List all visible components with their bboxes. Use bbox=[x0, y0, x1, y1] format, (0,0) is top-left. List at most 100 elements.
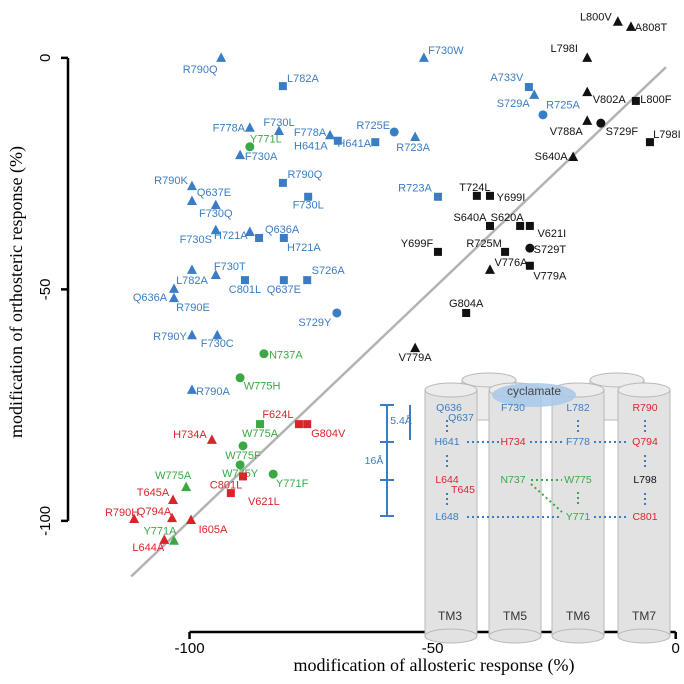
point-label: A808T bbox=[635, 22, 668, 34]
helix-label: TM5 bbox=[503, 609, 527, 623]
data-point bbox=[181, 482, 191, 492]
point-label: V779A bbox=[399, 352, 433, 364]
point-label: H721A bbox=[214, 230, 248, 242]
data-point bbox=[259, 349, 268, 358]
point-label: S729Y bbox=[298, 317, 332, 329]
data-point bbox=[207, 434, 217, 444]
point-label: Q637E bbox=[197, 187, 231, 199]
point-label: H641A bbox=[294, 141, 328, 153]
helix-label: TM3 bbox=[438, 609, 462, 623]
y-tick-label: -50 bbox=[37, 279, 54, 301]
point-label: L798I bbox=[550, 43, 578, 55]
point-label: F730W bbox=[428, 45, 464, 57]
data-point bbox=[434, 248, 442, 256]
data-point bbox=[169, 293, 179, 303]
data-point bbox=[325, 130, 335, 140]
point-label: S729F bbox=[606, 126, 639, 138]
scale-label: 5.4Å bbox=[390, 414, 412, 427]
residue-label: H734 bbox=[500, 436, 525, 448]
point-label: S726A bbox=[312, 265, 346, 277]
point-label: V776A bbox=[494, 257, 528, 269]
residue-label: Q637 bbox=[448, 412, 474, 424]
helix-bottom bbox=[618, 629, 670, 643]
data-point bbox=[280, 276, 288, 284]
point-label: R790H bbox=[105, 507, 139, 519]
helix-bottom bbox=[489, 629, 541, 643]
data-point bbox=[526, 222, 534, 230]
data-point bbox=[187, 264, 197, 274]
data-point bbox=[332, 308, 341, 317]
point-label: R723A bbox=[398, 183, 432, 195]
helix-bottom bbox=[425, 629, 477, 643]
residue-label: N737 bbox=[500, 474, 525, 486]
y-tick-label: -100 bbox=[37, 506, 54, 536]
data-point bbox=[410, 132, 420, 142]
data-point bbox=[245, 122, 255, 132]
data-point bbox=[295, 420, 303, 428]
data-point bbox=[256, 420, 264, 428]
data-point bbox=[227, 489, 235, 497]
point-label: T645A bbox=[137, 487, 170, 499]
residue-label: F778 bbox=[566, 436, 590, 448]
point-label: V802A bbox=[593, 94, 627, 106]
data-point bbox=[371, 138, 379, 146]
point-label: H641A bbox=[337, 138, 371, 150]
point-label: R790A bbox=[196, 386, 230, 398]
point-label: L798I bbox=[653, 129, 681, 141]
point-label: Y699F bbox=[401, 238, 434, 250]
data-point bbox=[168, 495, 178, 505]
data-point bbox=[582, 87, 592, 97]
point-label: R790Y bbox=[153, 331, 187, 343]
residue-label: L648 bbox=[435, 511, 459, 523]
point-label: A733V bbox=[490, 72, 524, 84]
point-label: S729T bbox=[534, 244, 567, 256]
residue-label: T645 bbox=[451, 484, 475, 496]
ligand-label: cyclamate bbox=[507, 384, 561, 398]
helix-label: TM7 bbox=[632, 609, 656, 623]
data-point bbox=[279, 179, 287, 187]
data-point bbox=[525, 83, 533, 91]
helix-top bbox=[618, 383, 670, 397]
point-label: G804A bbox=[449, 298, 484, 310]
inset-diagram: Q636Q637F730L782R790H641H734F778Q794L644… bbox=[365, 373, 670, 643]
point-label: R790E bbox=[176, 302, 210, 314]
data-point bbox=[235, 150, 245, 160]
data-point bbox=[410, 343, 420, 353]
data-point bbox=[255, 234, 263, 242]
helix-label: TM6 bbox=[566, 609, 590, 623]
helix-top bbox=[425, 383, 477, 397]
data-point bbox=[280, 234, 288, 242]
data-point bbox=[501, 248, 509, 256]
residue-label: Y771 bbox=[566, 511, 591, 523]
data-point bbox=[187, 181, 197, 191]
point-label: R723A bbox=[396, 142, 430, 154]
point-label: W775F bbox=[225, 450, 261, 462]
point-label: F778A bbox=[213, 123, 246, 135]
point-label: Q794A bbox=[137, 506, 172, 518]
point-label: S640A bbox=[453, 212, 487, 224]
x-axis-title: modification of allosteric response (%) bbox=[294, 655, 575, 676]
data-point bbox=[613, 16, 623, 26]
helix bbox=[489, 390, 541, 636]
point-label: I605A bbox=[199, 524, 228, 536]
data-point bbox=[390, 127, 399, 136]
point-label: F730L bbox=[293, 200, 324, 212]
residue-label: F730 bbox=[501, 402, 525, 414]
data-point bbox=[303, 420, 311, 428]
point-label: S620A bbox=[491, 212, 525, 224]
data-point bbox=[596, 119, 605, 128]
point-label: G804V bbox=[311, 428, 346, 440]
point-label: F624L bbox=[262, 409, 293, 421]
data-point bbox=[187, 330, 197, 340]
y-tick-label: 0 bbox=[37, 54, 54, 62]
scale-label: 16Å bbox=[365, 454, 384, 467]
point-label: H721A bbox=[287, 242, 321, 254]
point-label: V779A bbox=[533, 271, 567, 283]
point-label: F730A bbox=[245, 151, 278, 163]
point-label: W775A bbox=[155, 470, 192, 482]
residue-label: R790 bbox=[632, 402, 657, 414]
point-label: F730Q bbox=[199, 208, 233, 220]
point-label: R790Q bbox=[183, 64, 218, 76]
point-label: H734A bbox=[173, 429, 207, 441]
y-axis-title: modification of orthosteric response (%) bbox=[6, 146, 27, 438]
